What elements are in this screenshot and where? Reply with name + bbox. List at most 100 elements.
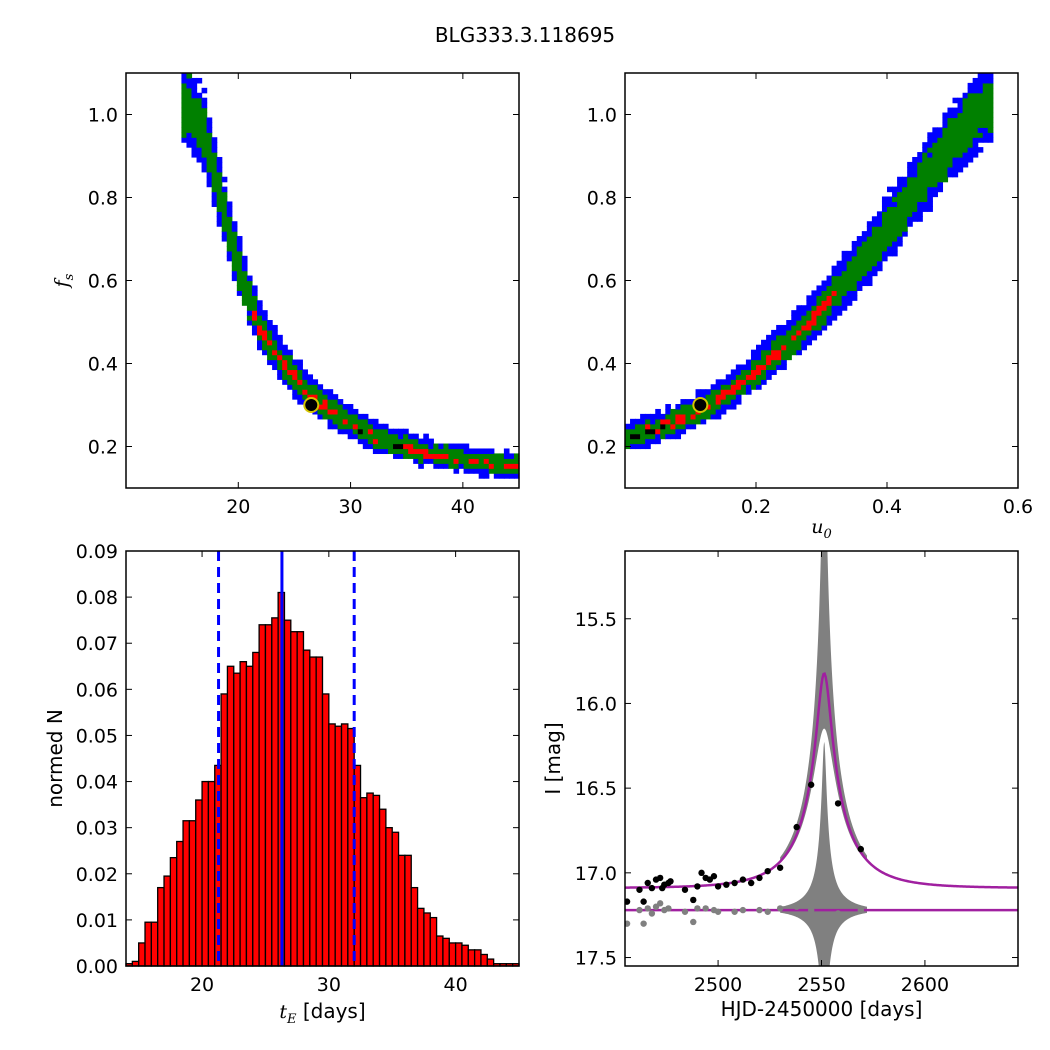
heatmap-cell: [851, 275, 858, 282]
heatmap-cell: [408, 448, 414, 455]
heatmap-cell: [791, 344, 797, 351]
heatmap-cell: [211, 186, 218, 193]
heatmap-cell: [740, 379, 747, 385]
heatmap-cell: [186, 127, 193, 133]
heatmap-cell: [856, 285, 863, 291]
heatmap-cell: [841, 305, 848, 311]
heatmap-cell: [231, 245, 238, 252]
heatmap-cell: [922, 161, 928, 168]
heatmap-cell: [685, 413, 692, 420]
heatmap-cell: [625, 423, 631, 430]
heatmap-cell: [897, 191, 903, 198]
heatmap-cell: [937, 147, 944, 153]
heatmap-cell: [796, 339, 802, 346]
heatmap-cell: [332, 408, 339, 415]
heatmap-cell: [907, 191, 913, 198]
panel-te-histogram: 20 30 40 0.00 0.01 0.02 0.03 0.04 0.05 0.06 0.07 0.…: [43, 541, 520, 1027]
heatmap-cell: [645, 433, 651, 440]
residual-point: [731, 908, 738, 915]
heatmap-cell: [876, 221, 883, 227]
heatmap-cell: [655, 408, 661, 415]
heatmap-cell: [352, 408, 359, 415]
heatmap-cell: [776, 324, 782, 331]
heatmap-cell: [483, 468, 490, 474]
y-tick-label: 17.5: [575, 948, 617, 970]
heatmap-cell: [725, 404, 732, 410]
heatmap-cell: [513, 468, 520, 474]
heatmap-cell: [337, 399, 344, 405]
heatmap-cell: [680, 408, 687, 415]
histogram-bar: [157, 886, 165, 967]
heatmap-cell: [927, 142, 933, 148]
heatmap-cell: [302, 384, 308, 390]
y-axis-label: I [mag]: [541, 722, 565, 794]
heatmap-cell: [871, 245, 878, 252]
heatmap-cell: [655, 428, 661, 435]
heatmap-cell: [493, 468, 500, 474]
heatmap-cell: [897, 186, 903, 193]
heatmap-cell: [740, 389, 747, 395]
heatmap-cell: [463, 463, 470, 469]
heatmap-cell: [846, 270, 853, 277]
heatmap-cell: [267, 344, 273, 351]
heatmap-cell: [836, 305, 843, 311]
heatmap-cell: [423, 458, 429, 464]
heatmap-cell: [866, 260, 873, 267]
heatmap-cell: [191, 112, 198, 119]
heatmap-cell: [297, 364, 303, 371]
y-tick-label: 0.07: [76, 633, 118, 655]
heatmap-cell: [630, 423, 636, 430]
heatmap-cell: [801, 315, 807, 321]
heatmap-cell: [937, 176, 944, 183]
heatmap-cell: [947, 112, 954, 119]
heatmap-cell: [887, 236, 893, 242]
data-point: [764, 867, 771, 875]
heatmap-cell: [831, 285, 838, 291]
heatmap-cell: [438, 463, 445, 469]
heatmap-cell: [357, 423, 364, 430]
heatmap-cell: [710, 394, 717, 400]
heatmap-cell: [922, 181, 928, 188]
data-point: [834, 800, 842, 807]
heatmap-cell: [478, 448, 485, 455]
heatmap-cell: [922, 142, 928, 148]
heatmap-cell: [418, 453, 424, 459]
heatmap-cell: [473, 463, 480, 469]
best-fit-marker: [692, 397, 709, 413]
heatmap-cell: [897, 231, 903, 237]
heatmap-cell: [382, 438, 389, 445]
heatmap-cell: [922, 156, 928, 163]
heatmap-cell: [947, 127, 954, 133]
heatmap-cell: [816, 300, 823, 306]
heatmap-cell: [690, 408, 697, 415]
heatmap-cell: [821, 320, 828, 326]
heatmap-cell: [307, 379, 314, 385]
heatmap-cell: [952, 107, 959, 114]
heatmap-cell: [791, 324, 797, 331]
heatmap-cell: [226, 206, 233, 212]
heatmap-cell: [282, 379, 288, 385]
heatmap-cell: [428, 448, 434, 455]
heatmap-cell: [892, 201, 898, 207]
heatmap-cell: [433, 463, 439, 469]
heatmap-cell: [967, 117, 974, 124]
histogram-bar: [340, 723, 349, 967]
heatmap-cell: [625, 433, 631, 440]
heatmap-cell: [801, 320, 807, 326]
heatmap-cell: [826, 275, 833, 282]
heatmap-cell: [942, 137, 949, 143]
heatmap-cell: [297, 389, 303, 395]
heatmap-cell: [902, 176, 908, 183]
heatmap-cell: [897, 240, 903, 247]
heatmap-cell: [786, 320, 792, 326]
y-tick-label: 15.5: [575, 609, 617, 631]
heatmap-cell: [982, 92, 989, 99]
heatmap-cell: [730, 399, 737, 405]
heatmap-cell: [786, 354, 792, 361]
heatmap-cell: [841, 260, 848, 267]
heatmap-cell: [635, 433, 641, 440]
heatmap-cell: [408, 438, 414, 445]
data-point: [857, 845, 864, 853]
heatmap-cell: [675, 404, 682, 410]
heatmap-cell: [216, 176, 223, 183]
